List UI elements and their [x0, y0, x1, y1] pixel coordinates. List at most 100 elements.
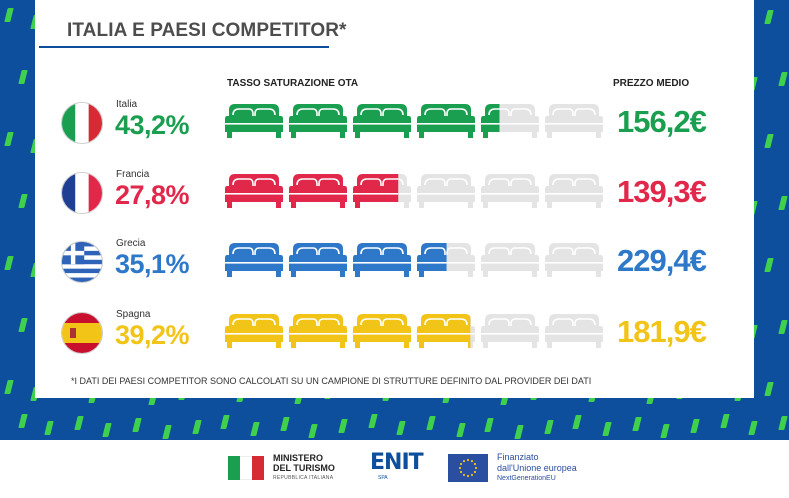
bed-icon — [545, 174, 603, 208]
bed-fill — [417, 243, 447, 277]
france-flag-icon — [61, 172, 103, 214]
pattern-dash — [44, 421, 54, 435]
country-row-grecia: Grecia 35,1% 229,4€ — [35, 238, 754, 299]
bed-fill — [417, 314, 471, 348]
pattern-dash — [368, 414, 378, 428]
bed-fill — [353, 104, 411, 138]
enit-logo: ENIT — [370, 450, 424, 475]
pattern-dash — [778, 320, 788, 334]
bed-fill — [225, 174, 283, 208]
footer: MINISTERO DEL TURISMO REPUBBLICA ITALIAN… — [0, 440, 789, 498]
pattern-dash — [690, 419, 700, 433]
pattern-dash — [18, 414, 28, 428]
spain-flag-icon — [61, 312, 103, 354]
pattern-dash — [456, 423, 466, 437]
title-underline — [39, 46, 329, 48]
bed-fill — [289, 104, 347, 138]
pattern-dash — [660, 424, 670, 438]
pattern-dash — [748, 421, 758, 435]
bed-bar — [225, 174, 603, 208]
bed-icon — [545, 104, 603, 138]
eu-line-3: NextGenerationEU — [497, 475, 556, 482]
price-header: PREZZO MEDIO — [613, 78, 690, 89]
pattern-dash — [18, 70, 28, 84]
pattern-dash — [280, 417, 290, 431]
saturation-header: TASSO SATURAZIONE OTA — [227, 78, 359, 89]
pattern-dash — [132, 418, 142, 432]
footnote: *I DATI DEI PAESI COMPETITOR SONO CALCOL… — [71, 376, 592, 386]
pattern-dash — [764, 258, 774, 272]
pattern-dash — [602, 422, 612, 436]
italy-flag-logo — [228, 456, 264, 480]
bed-bar — [225, 243, 603, 277]
bed-icon — [417, 174, 475, 208]
bed-icon — [481, 314, 539, 348]
pattern-dash — [764, 10, 774, 24]
pattern-dash — [720, 414, 730, 428]
saturation-value: 27,8% — [115, 180, 190, 210]
pattern-dash — [544, 420, 554, 434]
pattern-dash — [4, 380, 14, 394]
pattern-dash — [572, 415, 582, 429]
pattern-dash — [484, 418, 494, 432]
bed-icon — [481, 243, 539, 277]
italy-flag-icon — [61, 102, 103, 144]
pattern-dash — [338, 419, 348, 433]
eu-line-1: Finanziato — [497, 452, 539, 462]
pattern-dash — [778, 196, 788, 210]
bed-icon — [545, 243, 603, 277]
average-price: 139,3€ — [617, 174, 707, 209]
average-price: 156,2€ — [617, 104, 707, 139]
bed-icon — [481, 174, 539, 208]
enit-sub: SPA — [378, 475, 388, 481]
average-price: 229,4€ — [617, 243, 707, 278]
bed-fill — [481, 104, 500, 138]
ministry-line-1: MINISTERO — [273, 453, 324, 463]
bed-bar — [225, 104, 603, 138]
bed-fill — [353, 243, 411, 277]
eu-flag-icon — [448, 454, 488, 482]
pattern-dash — [396, 421, 406, 435]
ministry-line-3: REPUBBLICA ITALIANA — [273, 475, 334, 481]
infographic-card: ITALIA E PAESI COMPETITOR* TASSO SATURAZ… — [35, 0, 754, 398]
bed-icon — [545, 314, 603, 348]
country-name: Spagna — [116, 309, 151, 320]
pattern-dash — [764, 134, 774, 148]
pattern-dash — [220, 415, 230, 429]
pattern-dash — [74, 416, 84, 430]
pattern-dash — [4, 132, 14, 146]
bed-fill — [289, 174, 347, 208]
bed-fill — [225, 104, 283, 138]
ministry-line-2: DEL TURISMO — [273, 463, 335, 473]
pattern-dash — [250, 422, 260, 436]
pattern-dash — [426, 416, 436, 430]
saturation-value: 35,1% — [115, 249, 190, 279]
average-price: 181,9€ — [617, 314, 707, 349]
bed-fill — [417, 104, 475, 138]
greece-flag-icon — [61, 241, 103, 283]
eu-line-2: dall'Unione europea — [497, 463, 577, 473]
bed-fill — [289, 314, 347, 348]
country-row-spagna: Spagna 39,2% 181,9€ — [35, 309, 754, 370]
pattern-dash — [102, 423, 112, 437]
pattern-dash — [162, 425, 172, 439]
pattern-dash — [4, 256, 14, 270]
page-title: ITALIA E PAESI COMPETITOR* — [67, 20, 347, 41]
country-row-francia: Francia 27,8% 139,3€ — [35, 169, 754, 230]
pattern-dash — [192, 420, 202, 434]
bed-bar — [225, 314, 603, 348]
bed-fill — [353, 314, 411, 348]
bed-fill — [289, 243, 347, 277]
country-name: Italia — [116, 99, 138, 110]
pattern-dash — [514, 425, 524, 439]
pattern-dash — [4, 8, 14, 22]
pattern-dash — [18, 318, 28, 332]
bed-fill — [225, 243, 283, 277]
bed-fill — [353, 174, 399, 208]
pattern-dash — [308, 424, 318, 438]
pattern-dash — [778, 72, 788, 86]
pattern-dash — [778, 416, 788, 430]
pattern-dash — [632, 417, 642, 431]
bed-fill — [225, 314, 283, 348]
country-row-italia: Italia 43,2% 156,2€ — [35, 99, 754, 160]
